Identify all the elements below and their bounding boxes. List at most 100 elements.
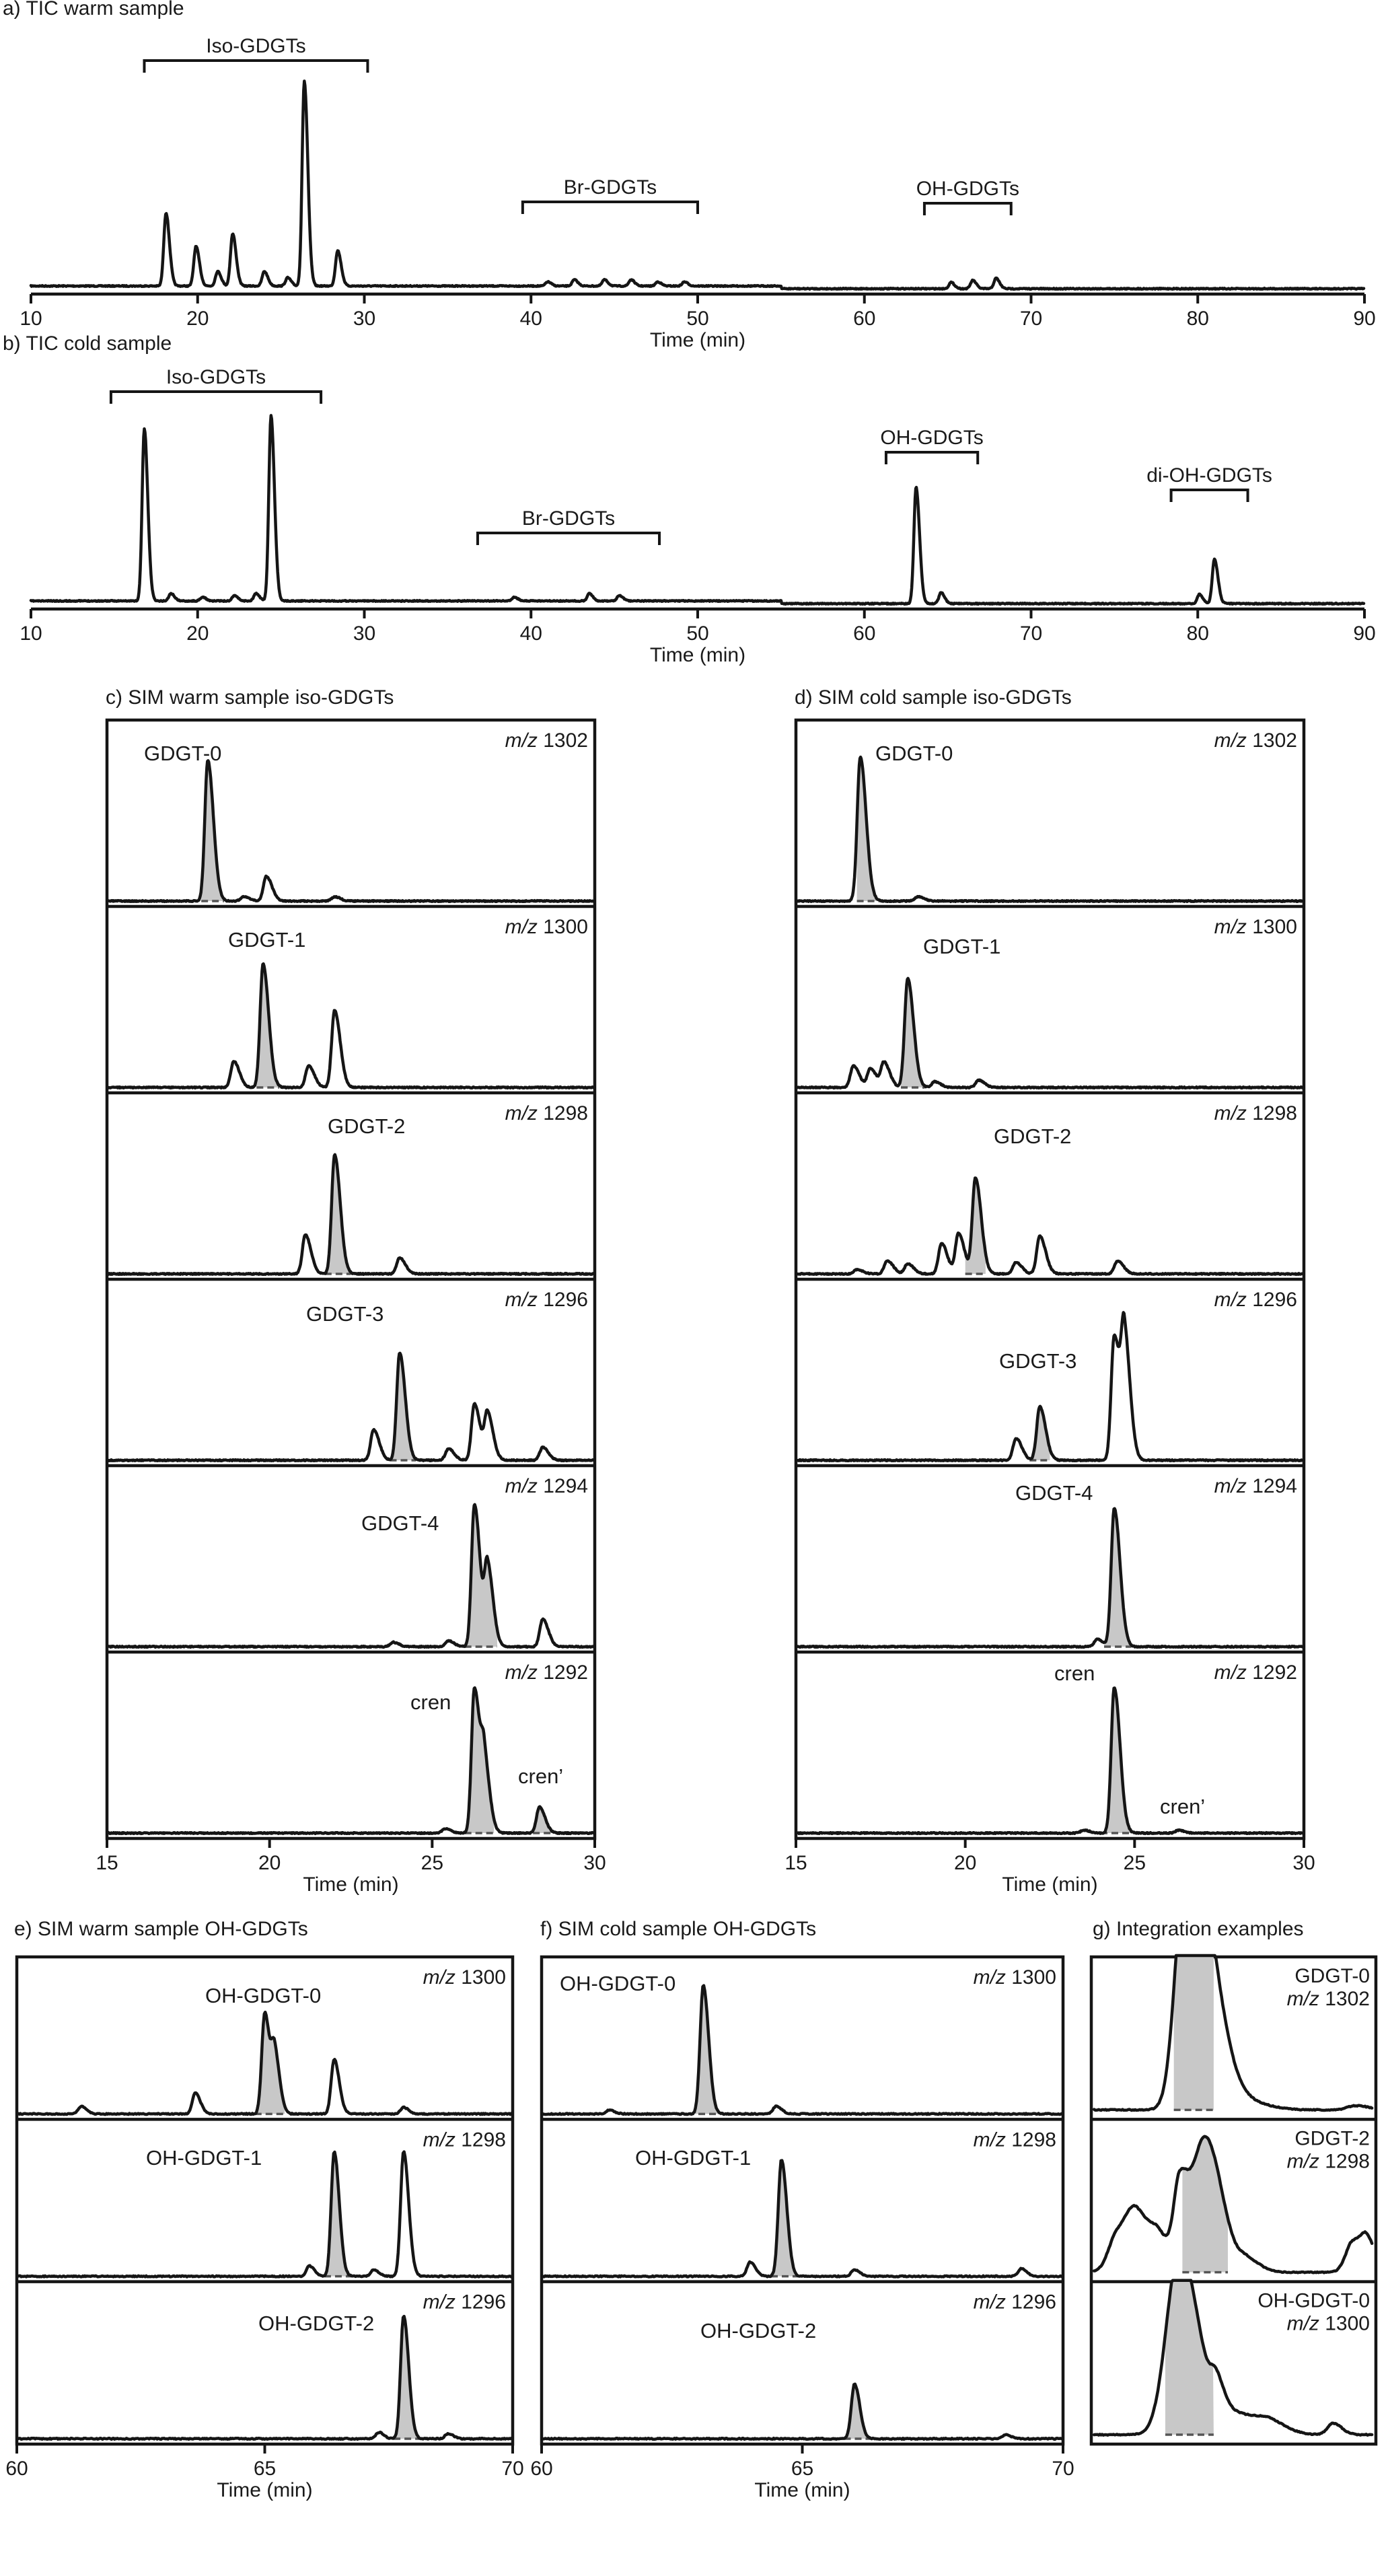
integrated-area bbox=[1182, 2136, 1228, 2273]
integrated-area bbox=[688, 1985, 725, 2114]
mz-label: m/z 1300 bbox=[505, 916, 588, 938]
sim-trace-1298: m/z 1298 GDGT-2 bbox=[795, 1091, 1305, 1277]
panel-title: e) SIM warm sample OH-GDGTs bbox=[14, 1918, 308, 1940]
x-ticks: 10 20 30 40 50 60 70 80 90 bbox=[20, 609, 1376, 645]
x-axis-label: Time (min) bbox=[754, 2479, 850, 2501]
sim-trace-1294: m/z 1294 GDGT-4 bbox=[106, 1464, 596, 1649]
mz-label: m/z 1300 bbox=[974, 1966, 1056, 1989]
x-tick-label: 60 bbox=[5, 2458, 28, 2480]
x-tick-label: 70 bbox=[1020, 622, 1042, 645]
sim-trace-line bbox=[15, 2010, 514, 2116]
x-tick-label: 60 bbox=[853, 622, 875, 645]
integration-example: OH-GDGT-0m/z 1300 bbox=[1091, 2279, 1376, 2437]
mz-value: 1302 bbox=[543, 729, 588, 752]
bracket-label: Iso-GDGTs bbox=[206, 35, 305, 57]
mz-value: 1294 bbox=[543, 1475, 588, 1497]
mz-value: 1298 bbox=[1011, 2128, 1056, 2151]
mz-prefix: m/z bbox=[974, 2128, 1012, 2151]
sim-trace-line bbox=[795, 1311, 1305, 1463]
x-axis-label: Time (min) bbox=[650, 329, 745, 351]
compound-label: GDGT-0 bbox=[1294, 1965, 1370, 1987]
mz-prefix: m/z bbox=[1214, 729, 1253, 752]
mz-label: m/z 1302 bbox=[1287, 1988, 1370, 2010]
peak-label: OH-GDGT-0 bbox=[560, 1972, 675, 1995]
x-tick-label: 40 bbox=[520, 308, 542, 330]
x-tick-label: 15 bbox=[96, 1852, 118, 1874]
x-tick-label: 40 bbox=[520, 622, 542, 645]
x-tick-label: 65 bbox=[254, 2458, 276, 2480]
mz-value: 1298 bbox=[543, 1102, 588, 1124]
mz-value: 1296 bbox=[543, 1289, 588, 1311]
sim-trace-line bbox=[106, 1351, 596, 1463]
panel-frame bbox=[1089, 1955, 1378, 2446]
x-tick-label: 30 bbox=[353, 622, 375, 645]
sim-trace-line bbox=[795, 1176, 1305, 1277]
mz-label: m/z 1294 bbox=[1214, 1475, 1297, 1497]
integrated-area bbox=[390, 1353, 416, 1460]
mz-value: 1292 bbox=[543, 1661, 588, 1684]
bracket-line bbox=[521, 201, 699, 214]
group-bracket: Iso-GDGTs bbox=[109, 366, 323, 404]
mz-value: 1298 bbox=[461, 2128, 506, 2151]
sim-trace-1296: m/z 1296 GDGT-3 bbox=[106, 1277, 596, 1463]
sim-trace-1298: m/z 1298 OH-GDGT-1 bbox=[15, 2118, 514, 2279]
x-tick-label: 70 bbox=[1020, 308, 1042, 330]
sim-trace-1296: m/z 1296 GDGT-3 bbox=[795, 1277, 1305, 1463]
mz-value: 1296 bbox=[1252, 1289, 1297, 1311]
compound-label: GDGT-2 bbox=[1294, 2127, 1370, 2149]
mz-value: 1298 bbox=[1252, 1102, 1297, 1124]
bracket-line bbox=[922, 202, 1013, 215]
x-tick-label: 70 bbox=[1052, 2458, 1074, 2480]
sim-trace-line bbox=[106, 1503, 596, 1649]
tic-trace bbox=[29, 414, 1366, 606]
peak-label: cren bbox=[410, 1690, 451, 1714]
integrated-area bbox=[856, 757, 881, 901]
mz-label: m/z 1298 bbox=[1287, 2150, 1370, 2172]
mz-label: m/z 1298 bbox=[423, 2128, 506, 2151]
bracket-label: OH-GDGTs bbox=[916, 178, 1019, 200]
integrated-area bbox=[1101, 1687, 1135, 1833]
sim-trace-line bbox=[106, 962, 596, 1090]
bracket-line bbox=[884, 451, 980, 464]
x-tick-label: 30 bbox=[353, 308, 375, 330]
integrated-area bbox=[254, 2012, 285, 2114]
mz-prefix: m/z bbox=[505, 1102, 544, 1124]
mz-label: m/z 1298 bbox=[1214, 1102, 1297, 1124]
x-tick-label: 50 bbox=[686, 308, 708, 330]
mz-value: 1298 bbox=[1325, 2150, 1370, 2172]
peak-label: cren’ bbox=[518, 1764, 563, 1788]
x-tick-label: 20 bbox=[186, 622, 209, 645]
mz-value: 1300 bbox=[1325, 2313, 1370, 2335]
mz-label: m/z 1300 bbox=[1287, 2313, 1370, 2335]
panel-b: b) TIC cold sample 10 20 30 40 50 60 70 80 90 Time… bbox=[3, 332, 1376, 666]
x-tick-label: 20 bbox=[954, 1852, 976, 1874]
panel-title: g) Integration examples bbox=[1093, 1918, 1304, 1940]
bracket-line bbox=[1169, 489, 1249, 502]
mz-value: 1292 bbox=[1252, 1661, 1297, 1684]
peak-label: GDGT-2 bbox=[328, 1114, 405, 1138]
panel-e: e) SIM warm sample OH-GDGTs m/z 1300 OH-GD… bbox=[5, 1918, 523, 2501]
mz-prefix: m/z bbox=[423, 1966, 462, 1989]
sim-trace-1302: m/z 1302 GDGT-0 bbox=[795, 729, 1305, 904]
mz-label: m/z 1298 bbox=[505, 1102, 588, 1124]
peak-label: GDGT-4 bbox=[361, 1511, 439, 1535]
mz-prefix: m/z bbox=[974, 2291, 1012, 2314]
x-tick-label: 25 bbox=[1124, 1852, 1146, 1874]
peak-label: GDGT-0 bbox=[875, 742, 953, 765]
sim-trace-line bbox=[795, 976, 1305, 1090]
mz-label: m/z 1302 bbox=[1214, 729, 1297, 752]
bracket-label: Iso-GDGTs bbox=[166, 366, 266, 388]
integrated-area bbox=[464, 1687, 495, 1833]
x-axis-label: Time (min) bbox=[217, 2479, 312, 2501]
x-tick-label: 80 bbox=[1187, 622, 1209, 645]
x-ticks: 15 20 25 30 bbox=[96, 1838, 606, 1874]
bracket-line bbox=[143, 59, 369, 73]
mz-label: m/z 1296 bbox=[974, 2291, 1056, 2314]
peak-label: GDGT-3 bbox=[999, 1349, 1076, 1373]
sim-trace-line bbox=[106, 1153, 596, 1277]
group-bracket: OH-GDGTs bbox=[880, 427, 984, 464]
x-ticks: 15 20 25 30 bbox=[784, 1838, 1315, 1874]
x-tick-label: 65 bbox=[791, 2458, 813, 2480]
mz-value: 1300 bbox=[461, 1966, 506, 1989]
x-tick-label: 15 bbox=[784, 1852, 807, 1874]
